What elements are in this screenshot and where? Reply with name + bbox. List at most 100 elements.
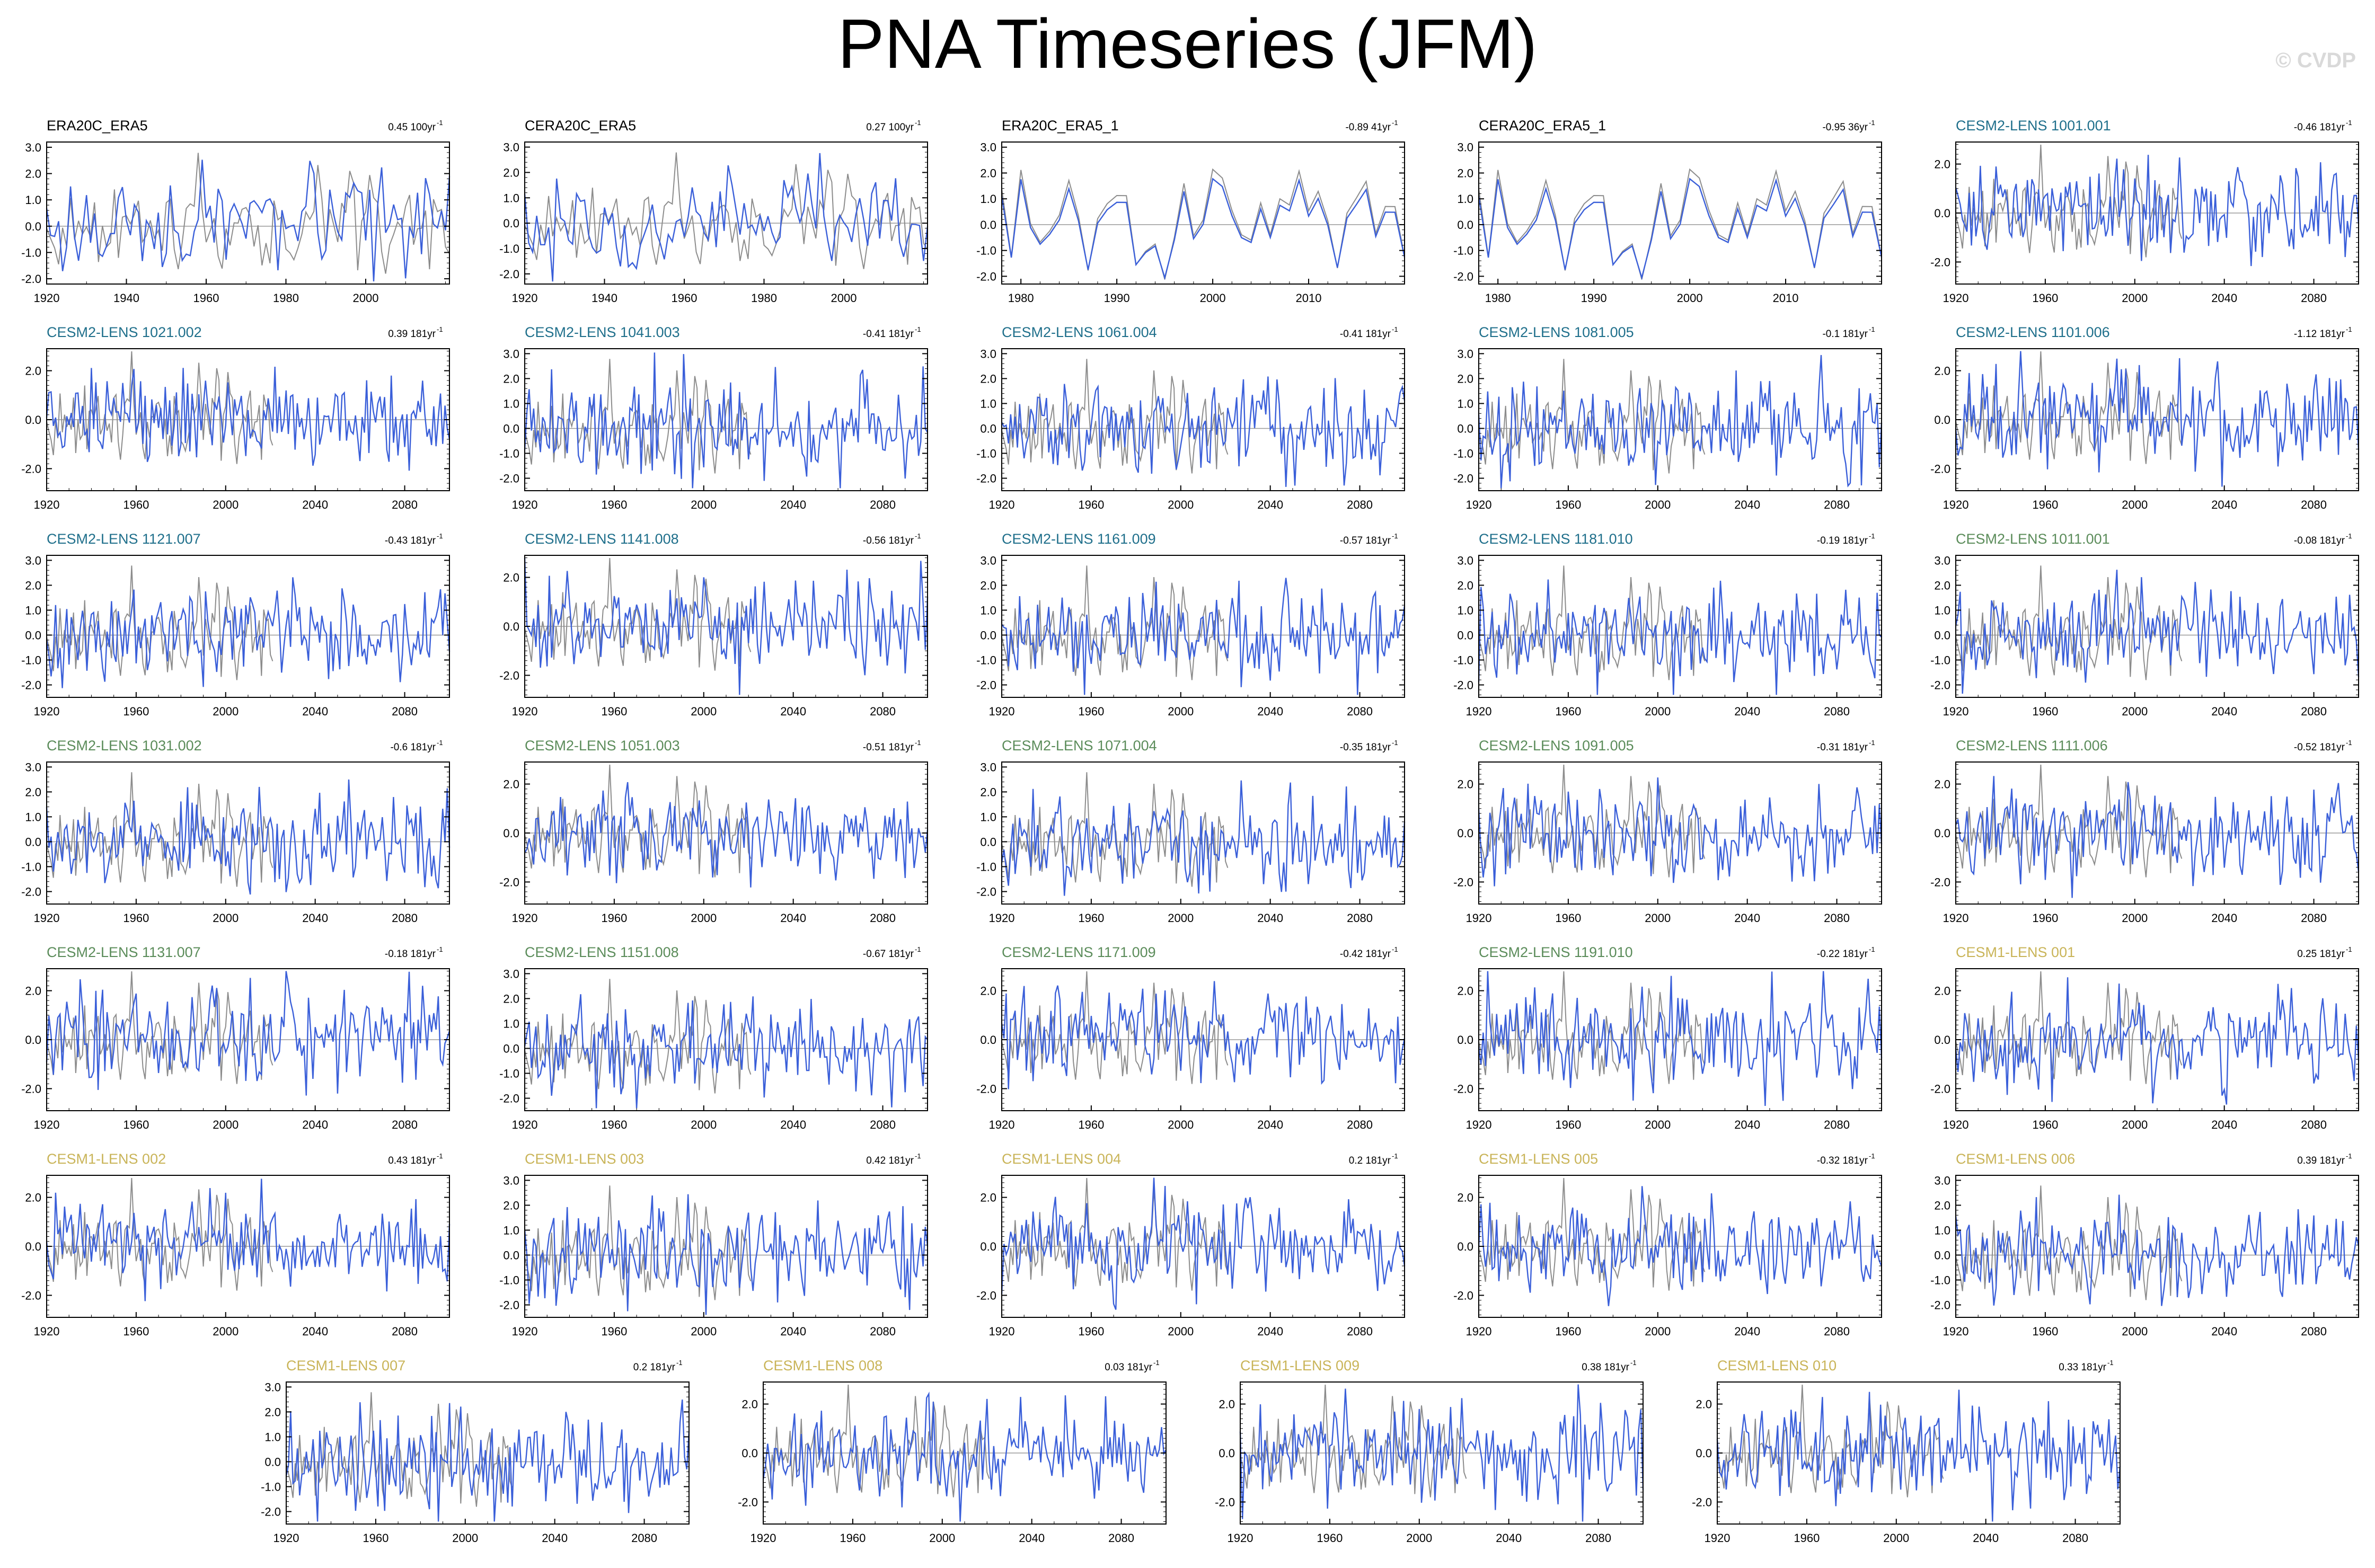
y-tick-label: 1.0 bbox=[1457, 192, 1473, 206]
trend-exponent: -1 bbox=[1869, 1152, 1875, 1160]
panel-title: CESM2-LENS 1141.008 bbox=[525, 531, 679, 547]
x-tick-label: 1960 bbox=[672, 291, 698, 305]
observed-series bbox=[1001, 971, 1229, 1084]
y-tick-label: 0.0 bbox=[503, 217, 519, 230]
y-tick-label: 3.0 bbox=[980, 760, 996, 774]
y-tick-label: 2.0 bbox=[1457, 1191, 1473, 1204]
observed-series bbox=[1478, 765, 1706, 878]
y-tick-label: 3.0 bbox=[1457, 141, 1473, 154]
y-tick-label: -2.0 bbox=[21, 1082, 41, 1095]
x-tick-label: 2080 bbox=[631, 1531, 657, 1545]
trend-label: -0.43 181yr bbox=[385, 535, 436, 546]
y-tick-label: -2.0 bbox=[21, 462, 41, 475]
x-tick-label: 1960 bbox=[1794, 1531, 1820, 1545]
x-tick-label: 2040 bbox=[302, 911, 328, 925]
x-tick-label: 2000 bbox=[1168, 911, 1194, 925]
y-tick-label: 2.0 bbox=[264, 1405, 281, 1419]
x-tick-label: 1960 bbox=[2032, 291, 2058, 305]
trend-label: -0.67 181yr bbox=[863, 949, 914, 960]
x-tick-label: 2040 bbox=[780, 1118, 806, 1131]
panel-cesm1-lens-005: CESM1-LENS 005 -0.32 181yr -1 -2.0 0.0 2.0 192… bbox=[1453, 1151, 1883, 1338]
y-tick-label: 2.0 bbox=[980, 166, 996, 180]
model-series bbox=[1001, 1177, 1406, 1310]
y-tick-label: 0.0 bbox=[503, 620, 519, 633]
y-tick-label: 2.0 bbox=[741, 1398, 758, 1411]
panel-cesm2-lens-1041-003: CESM2-LENS 1041.003 -0.41 181yr -1 -2.0 -1.0… bbox=[499, 324, 929, 511]
x-tick-label: 2000 bbox=[1645, 1118, 1671, 1131]
x-tick-label: 2000 bbox=[1677, 291, 1703, 305]
y-tick-label: 2.0 bbox=[1457, 579, 1473, 592]
y-tick-label: 0.0 bbox=[1457, 827, 1473, 840]
panel-cesm2-lens-1081-005: CESM2-LENS 1081.005 -0.1 181yr -1 -2.0 -1.0 0… bbox=[1453, 324, 1883, 511]
y-tick-label: 2.0 bbox=[503, 1199, 519, 1212]
model-series bbox=[524, 1194, 929, 1315]
panel-title: CESM2-LENS 1151.008 bbox=[525, 944, 679, 960]
trend-label: -0.89 41yr bbox=[1345, 122, 1391, 133]
y-tick-label: 2.0 bbox=[1934, 778, 1950, 791]
panel-title: CESM2-LENS 1071.004 bbox=[1002, 738, 1157, 754]
panel-title: CESM2-LENS 1081.005 bbox=[1479, 324, 1634, 340]
observed-series bbox=[1240, 1385, 1467, 1498]
y-tick-label: 0.0 bbox=[503, 1248, 519, 1262]
model-series bbox=[1001, 578, 1406, 695]
panel-title: CESM2-LENS 1051.003 bbox=[525, 738, 680, 754]
y-tick-label: -1.0 bbox=[976, 447, 996, 460]
x-tick-label: 2080 bbox=[392, 498, 418, 511]
trend-exponent: -1 bbox=[1869, 739, 1875, 747]
x-tick-label: 1920 bbox=[1705, 1531, 1731, 1545]
observed-series bbox=[524, 765, 752, 878]
panel-cesm1-lens-006: CESM1-LENS 006 0.39 181yr -1 -2.0 -1.0 0.0 1.0… bbox=[1930, 1151, 2360, 1338]
y-tick-label: -2.0 bbox=[976, 678, 996, 692]
trend-exponent: -1 bbox=[1869, 325, 1875, 333]
model-series bbox=[46, 577, 451, 688]
observed-series bbox=[524, 979, 752, 1094]
model-series bbox=[46, 779, 451, 895]
y-tick-label: 0.0 bbox=[980, 218, 996, 232]
x-tick-label: 2080 bbox=[392, 705, 418, 718]
panel-era20c-era5-1: ERA20C_ERA5_1 -0.89 41yr -1 -2.0 -1.0 0.0 1.0 2… bbox=[976, 118, 1406, 305]
trend-exponent: -1 bbox=[915, 119, 921, 127]
x-tick-label: 2040 bbox=[1734, 498, 1760, 511]
x-tick-label: 1960 bbox=[123, 1118, 149, 1131]
observed-series bbox=[1717, 1385, 1944, 1498]
x-tick-label: 1960 bbox=[1078, 1325, 1104, 1338]
x-tick-label: 1960 bbox=[2032, 498, 2058, 511]
x-tick-label: 2000 bbox=[691, 705, 717, 718]
x-tick-label: 1920 bbox=[512, 705, 538, 718]
observed-series bbox=[1478, 565, 1706, 680]
x-tick-label: 2000 bbox=[1200, 291, 1226, 305]
y-tick-label: 3.0 bbox=[1934, 1174, 1950, 1187]
y-tick-label: -1.0 bbox=[976, 860, 996, 873]
trend-label: -0.42 181yr bbox=[1340, 949, 1391, 960]
trend-label: -0.46 181yr bbox=[2294, 122, 2345, 133]
panel-cesm2-lens-1171-009: CESM2-LENS 1171.009 -0.42 181yr -1 -2.0 0.0 2… bbox=[976, 944, 1406, 1131]
x-tick-label: 1920 bbox=[751, 1531, 776, 1545]
x-tick-label: 2080 bbox=[2301, 291, 2327, 305]
x-tick-label: 2000 bbox=[1168, 705, 1194, 718]
y-tick-label: -1.0 bbox=[976, 244, 996, 258]
y-tick-label: 3.0 bbox=[1457, 554, 1473, 567]
x-tick-label: 2000 bbox=[353, 291, 379, 305]
y-tick-label: 0.0 bbox=[1457, 628, 1473, 642]
panel-title: CESM1-LENS 002 bbox=[47, 1151, 166, 1167]
y-tick-label: 0.0 bbox=[1934, 628, 1950, 642]
x-tick-label: 2040 bbox=[1973, 1531, 1999, 1545]
model-series bbox=[1001, 780, 1406, 896]
y-tick-label: 3.0 bbox=[980, 141, 996, 154]
x-tick-label: 1920 bbox=[1466, 1325, 1492, 1338]
y-tick-label: 3.0 bbox=[503, 141, 519, 154]
panel-cesm2-lens-1111-006: CESM2-LENS 1111.006 -0.52 181yr -1 -2.0 0.0 2… bbox=[1930, 738, 2360, 925]
trend-exponent: -1 bbox=[676, 1359, 683, 1367]
x-tick-label: 2080 bbox=[1347, 498, 1373, 511]
x-tick-label: 2080 bbox=[392, 1325, 418, 1338]
x-tick-label: 1960 bbox=[123, 1325, 149, 1338]
x-tick-label: 2000 bbox=[1883, 1531, 1909, 1545]
plot-frame bbox=[524, 968, 928, 1111]
y-tick-label: 2.0 bbox=[1934, 365, 1950, 378]
trend-label: -0.41 181yr bbox=[1340, 329, 1391, 340]
trend-label: -0.18 181yr bbox=[385, 949, 436, 960]
y-tick-label: 0.0 bbox=[741, 1447, 758, 1460]
x-tick-label: 1960 bbox=[1555, 705, 1581, 718]
panel-title: CESM2-LENS 1011.001 bbox=[1956, 531, 2110, 547]
panel-cesm1-lens-007: CESM1-LENS 007 0.2 181yr -1 -2.0 -1.0 0.0 1.0 2… bbox=[261, 1358, 690, 1545]
